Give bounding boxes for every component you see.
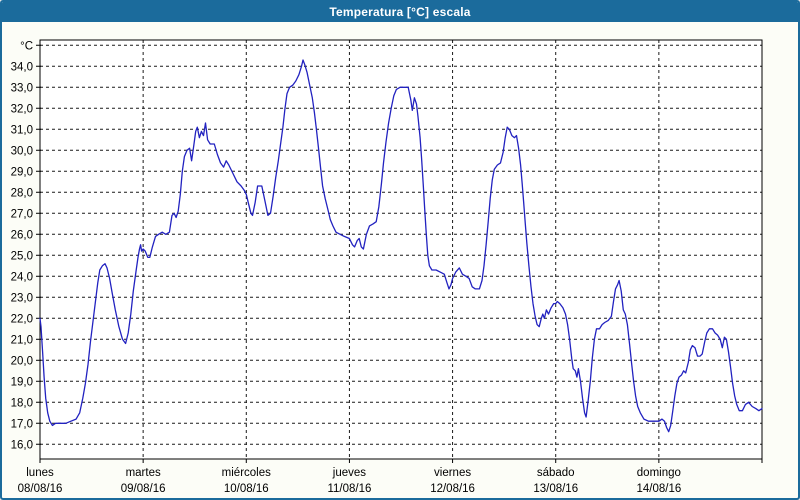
temperature-series-line [39, 59, 763, 433]
x-date-label: 08/08/16 [18, 483, 63, 495]
x-date-label: 14/08/16 [636, 483, 681, 495]
x-date-label: 10/08/16 [224, 483, 269, 495]
y-tick-label: 24,0 [11, 271, 33, 283]
y-tick-label: 16,0 [11, 439, 33, 451]
x-day-label: viernes [434, 467, 471, 479]
x-date-label: 13/08/16 [533, 483, 578, 495]
y-tick-label: 26,0 [11, 229, 33, 241]
x-day-label: martes [126, 467, 161, 479]
y-tick-label: 18,0 [11, 397, 33, 409]
x-date-label: 09/08/16 [121, 483, 166, 495]
y-axis-unit-label: °C [20, 40, 33, 52]
plot-background [40, 40, 762, 459]
x-date-label: 11/08/16 [327, 483, 371, 495]
chart-title: Temperatura [°C] escala [329, 5, 471, 19]
x-date-label: 12/08/16 [430, 483, 475, 495]
y-tick-label: 17,0 [11, 418, 33, 430]
y-tick-label: 30,0 [11, 145, 33, 157]
y-tick-label: 31,0 [11, 124, 33, 136]
plot-frame [39, 39, 763, 460]
y-tick-label: 19,0 [11, 376, 33, 388]
y-tick-label: 32,0 [11, 103, 33, 115]
title-bar: Temperatura [°C] escala [2, 2, 798, 22]
y-tick-label: 25,0 [11, 250, 33, 262]
chart-area: °C 34,0 33,0 32,0 31,0 30,0 29,0 28,0 27,0 26,0 25… [2, 22, 798, 498]
y-tick-label: 27,0 [11, 208, 33, 220]
y-tick-label: 28,0 [11, 187, 33, 199]
y-tick-label: 21,0 [11, 334, 33, 346]
x-day-label: miércoles [222, 467, 271, 479]
temperature-chart: °C 34,0 33,0 32,0 31,0 30,0 29,0 28,0 27,0 26,0 25… [11, 39, 763, 495]
x-day-label: lunes [26, 467, 54, 479]
y-tick-label: 22,0 [11, 313, 33, 325]
x-day-label: jueves [332, 467, 366, 479]
y-tick-label: 23,0 [11, 292, 33, 304]
x-day-label: domingo [637, 467, 681, 479]
x-day-label: sábado [537, 467, 575, 479]
y-tick-label: 20,0 [11, 355, 33, 367]
y-tick-label: 33,0 [11, 82, 33, 94]
y-tick-label: 34,0 [11, 61, 33, 73]
y-tick-label: 29,0 [11, 166, 33, 178]
